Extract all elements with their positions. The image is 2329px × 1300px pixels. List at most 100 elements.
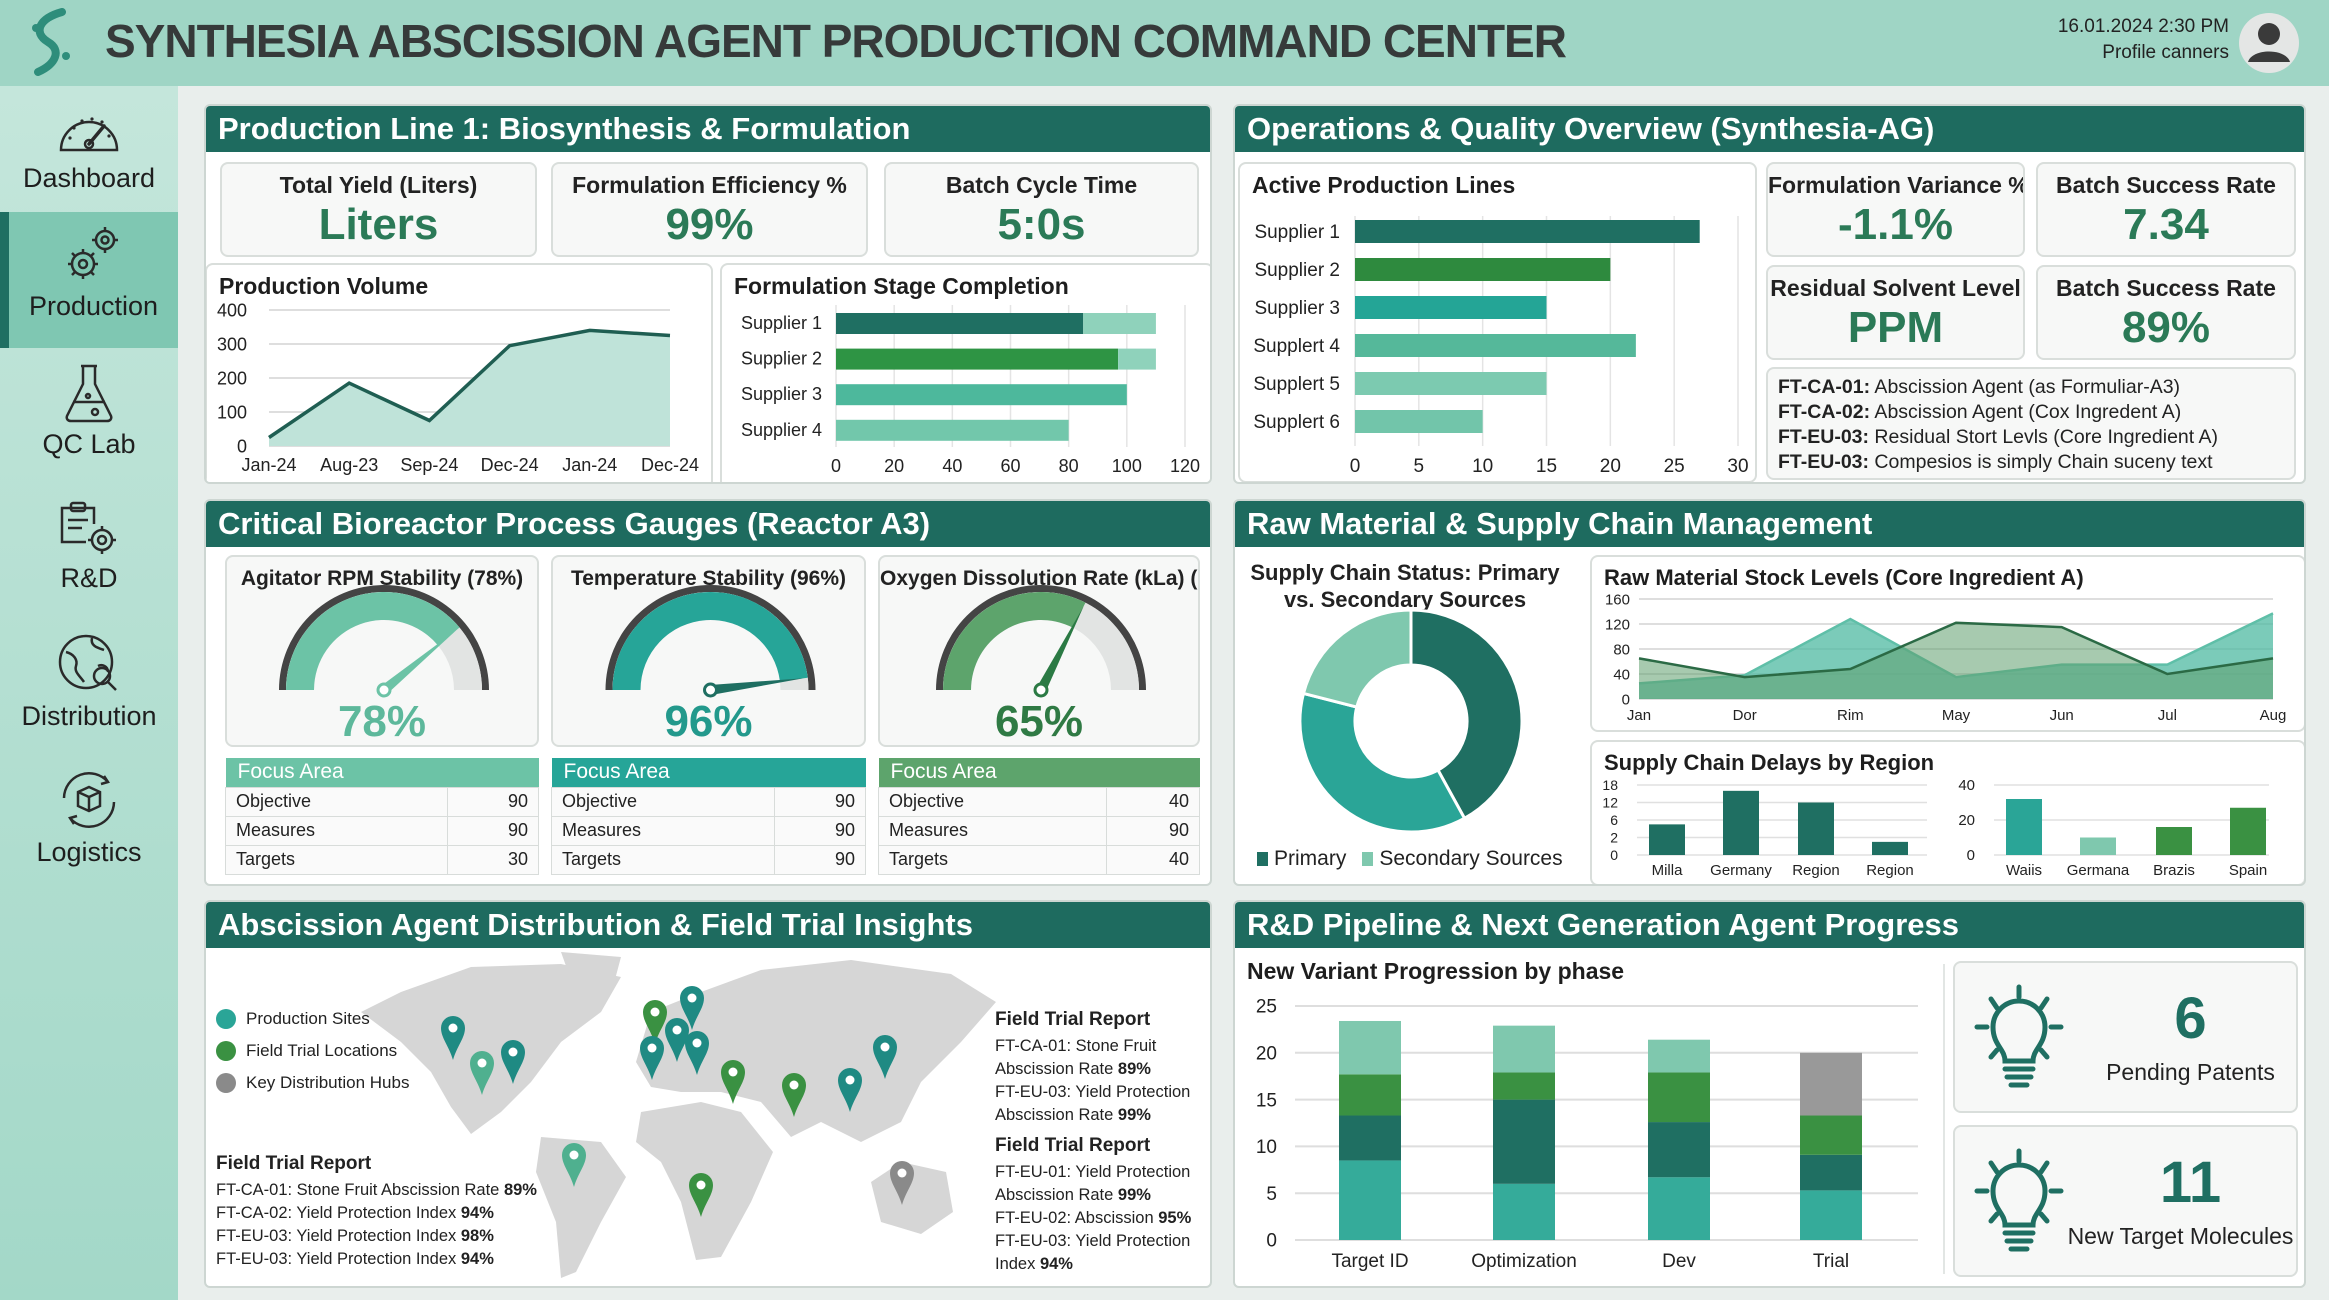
bar-segment (1118, 348, 1156, 370)
kpi-value: 99% (665, 200, 754, 249)
x-tick-label: May (1942, 707, 1971, 724)
gauge-fill (943, 592, 1086, 690)
report-value: 94% (460, 1204, 494, 1222)
bar (1355, 410, 1483, 433)
x-tick-label: 30 (1727, 456, 1748, 477)
area-fill (269, 330, 670, 446)
x-tick-label: 20 (884, 456, 904, 476)
x-tick-label: Target ID (1331, 1251, 1408, 1272)
profile-name[interactable]: Profile canners (2102, 42, 2229, 63)
bar-segment (836, 384, 1127, 406)
x-tick-label: 10 (1472, 456, 1493, 477)
table-row: Objective 40 (878, 786, 1201, 817)
table-header: Focus Area (878, 758, 1200, 787)
gauge-value: 78% (337, 697, 427, 746)
kpi-label: Total Yield (Liters) (279, 172, 478, 198)
legend-swatch (1257, 852, 1268, 866)
x-tick-label: Trial (1813, 1251, 1849, 1272)
report-text: Abscission Rate (995, 1106, 1118, 1124)
x-tick-label: 40 (942, 456, 962, 476)
report-text: FT-EU-03: Yield Protection (995, 1232, 1191, 1250)
report-text: Abscission Rate (995, 1186, 1118, 1204)
report-line: FT-EU-03: Yield Protection (995, 1230, 1191, 1253)
x-tick-label: Region (1792, 862, 1840, 879)
panel-title: Raw Material & Supply Chain Management (1235, 501, 2304, 547)
map-pin-production (665, 1018, 689, 1062)
kpi-card-formulation-efficiency: Formulation Efficiency % 99% (551, 162, 868, 257)
kpi-label: Batch Success Rate (2056, 275, 2276, 301)
report-text: FT-EU-02: Abscission (995, 1209, 1159, 1227)
sidebar-item-label: Dashboard (22, 163, 156, 193)
chart-title: Production Volume (219, 273, 429, 299)
operations-panel: Operations & Quality Overview (Synthesia… (1233, 104, 2306, 484)
donut-slice (1298, 691, 1467, 834)
map-pin-field (689, 1173, 713, 1217)
gauge-card: Temperature Stability (96%) 96% (551, 555, 866, 747)
donut-title-line: Supply Chain Status: Primary (1250, 560, 1560, 585)
chart-title: Raw Material Stock Levels (Core Ingredie… (1604, 565, 2084, 590)
row-value: 30 (446, 844, 540, 875)
y-tick-label: 0 (1622, 691, 1630, 708)
rnd-panel: R&D Pipeline & Next Generation Agent Pro… (1233, 900, 2306, 1288)
pin-icon (721, 1060, 745, 1104)
chart-title: New Variant Progression by phase (1247, 958, 1625, 984)
eurasia (636, 960, 996, 1142)
bar (2156, 827, 2192, 855)
y-tick-label: 0 (237, 436, 247, 456)
legend-production-sites: Production Sites (216, 1009, 370, 1029)
table-row: Objective 90 (225, 786, 540, 817)
pin-icon (873, 1035, 897, 1079)
y-tick-label: 6 (1610, 812, 1618, 828)
sidebar-item-logistics[interactable]: Logistics (0, 768, 178, 888)
pin-icon (501, 1040, 525, 1084)
report-line: Abscission Rate 99% (995, 1184, 1191, 1207)
note-text: Residual Stort Levls (Core Ingredient A) (1869, 426, 2219, 448)
table-header-row: Focus Area (225, 758, 539, 787)
avatar-icon[interactable] (2238, 12, 2300, 74)
pin-icon (665, 1018, 689, 1062)
report-line: FT-EU-01: Yield Protection (995, 1161, 1191, 1184)
series-line (1638, 621, 2274, 679)
gauge-needle (1036, 606, 1084, 693)
bar (2080, 837, 2116, 855)
note-text: Abscission Agent (as Formuliar-A3) (1870, 376, 2181, 398)
note-code: FT-CA-02: (1778, 401, 1871, 423)
pin-icon (782, 1073, 806, 1117)
bar (2230, 807, 2266, 855)
bar (1355, 296, 1547, 319)
table-row: Measures 90 (878, 815, 1201, 846)
y-tick-label: 0 (1610, 847, 1618, 863)
kpi-label: Formulation Efficiency % (572, 172, 847, 198)
x-tick-label: Jan-24 (562, 455, 617, 475)
table-header-row: Focus Area (551, 758, 866, 787)
bar-segment (1800, 1115, 1862, 1155)
pin-dot (789, 1080, 799, 1090)
gauge-card: Agitator RPM Stability (78%) 78% (225, 555, 539, 747)
x-tick-label: 120 (1170, 456, 1200, 476)
bar (1798, 802, 1834, 855)
y-tick-label: 80 (1613, 641, 1630, 658)
sidebar-item-production[interactable]: Production (0, 212, 178, 348)
map-pin-production (873, 1035, 897, 1079)
sidebar-item-distribution[interactable]: Distribution (0, 632, 178, 752)
y-category-label: Supplier 1 (741, 313, 822, 333)
y-tick-label: 25 (1256, 997, 1277, 1018)
x-tick-label: 20 (1600, 456, 1621, 477)
legend-label: Secondary Sources (1379, 847, 1563, 870)
x-tick-label: 0 (1350, 456, 1361, 477)
sidebar-item-qc-lab[interactable]: QC Lab (0, 362, 178, 482)
gauge-value: 65% (994, 697, 1084, 746)
donut-legend: Primary Secondary Sources (1257, 847, 1563, 871)
greenland (561, 952, 621, 994)
map-pin-field (643, 1000, 667, 1044)
sidebar-item-rnd[interactable]: R&D (0, 498, 178, 618)
sidebar-item-dashboard[interactable]: Dashboard (0, 100, 178, 220)
pin-dot (845, 1075, 855, 1085)
report-text: FT-EU-03: Yield Protection Index (216, 1250, 461, 1268)
pin-dot (569, 1150, 579, 1160)
gauge-svg (605, 585, 816, 698)
table-row: Measures 90 (225, 815, 540, 846)
stock-levels-svg: 0 40 80 120 160 Jan Dor Rim May Jun Jul Aug (1605, 591, 2286, 724)
y-category-label: Supplert 4 (1253, 336, 1340, 357)
flask-icon (65, 364, 113, 423)
